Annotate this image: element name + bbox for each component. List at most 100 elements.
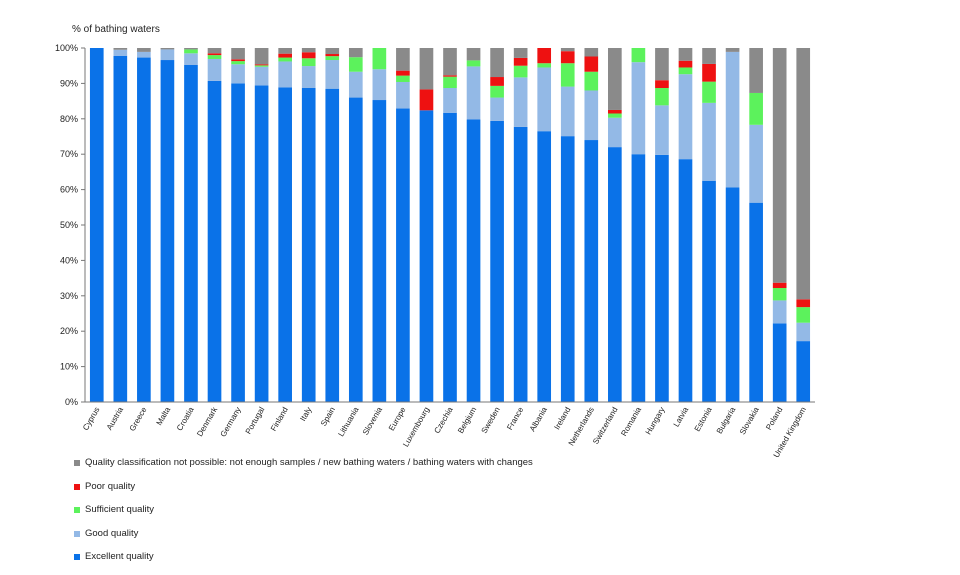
bar-segment [301,48,316,53]
bar-segment [443,75,457,77]
legend: Quality classification not possible: not… [74,457,533,575]
bar-segment [702,63,716,82]
y-tick-label: 70% [60,149,78,159]
y-tick-label: 50% [60,220,78,230]
bar-segment [396,75,410,82]
legend-item-not-classified: Quality classification not possible: not… [74,457,533,481]
bar-segment [466,119,481,403]
bar-segment [655,80,669,89]
bar-segment [325,56,340,61]
bar-segment [678,74,693,160]
bar-segment [301,66,316,89]
x-tick-label: Austria [105,405,126,432]
y-tick-label: 80% [60,114,78,124]
bar-segment [443,88,457,113]
bar-segment [584,71,599,91]
x-tick-label: France [505,405,526,432]
bar-segment [278,57,292,62]
x-tick-label: Malta [155,405,173,427]
bar-segment [160,60,175,402]
bar-segment [160,48,175,50]
bar-segment [537,67,552,132]
x-tick-label: Portugal [244,405,267,435]
x-tick-label: Latvia [672,405,691,428]
bar-segment [325,54,340,57]
bar-segment [796,299,811,308]
bar-segment [137,57,151,403]
legend-label: Excellent quality [85,551,154,562]
bar-segment [513,65,528,78]
bar-segment [348,71,363,98]
x-tick-label: Greece [128,405,149,433]
bar-segment [725,48,740,52]
bar-segment [466,66,481,120]
x-tick-label: Bulgaria [715,405,738,435]
bar-segment [231,64,245,84]
bar-segment [584,140,599,403]
bar-segment [254,85,269,403]
bar-segment [396,70,410,76]
legend-swatch [74,530,80,537]
bar-segment [325,60,340,89]
bar-segment [254,64,269,66]
bar-segment [160,49,175,61]
bar-segment [513,77,528,127]
legend-label: Poor quality [85,480,136,492]
bar-segment [796,322,811,342]
bar-segment [490,97,504,121]
y-tick-label: 10% [60,362,78,372]
legend-item-poor: Poor quality [74,481,533,505]
bar-segment [772,300,787,324]
legend-swatch [74,554,80,560]
bar-segment [278,87,292,402]
bar-segment [702,180,716,402]
x-tick-label: Lithuania [337,405,361,438]
bar-segment [207,48,222,54]
bar-segment [113,49,128,56]
bar-segment [584,48,599,57]
legend-swatch [74,483,80,490]
y-axis: 0% 10% 20% 30% 40% 50% 60% 70% 80% 90% 100% [55,43,85,407]
bar-segment [231,83,245,403]
x-tick-label: Denmark [195,405,220,438]
bar-segment [348,48,363,58]
x-tick-label: Finland [269,406,290,433]
legend-swatch [74,507,80,513]
bar-segment [443,48,457,76]
bar-segment [608,113,622,118]
bars [89,48,811,403]
x-tick-label: Europe [387,405,408,432]
x-tick-label: Poland [764,406,784,432]
x-tick-label: Hungary [644,406,667,437]
bar-segment [372,69,387,101]
bar-segment [772,323,787,402]
bar-segment [113,48,128,50]
bar-segment [678,48,693,61]
y-tick-label: 60% [60,185,78,195]
bar-segment [678,60,693,68]
bar-segment [702,48,716,64]
x-tick-label: Spain [319,406,337,428]
bar-segment [560,136,575,402]
x-tick-label: Albania [528,405,549,433]
bar-segment [513,57,528,66]
x-axis-labels: Cyprus Austria Greece Malta Croatia Denmark Ge… [81,405,808,460]
bar-segment [301,88,316,402]
bar-segment [207,55,222,59]
bar-segment [325,48,340,55]
bar-segment [207,58,222,81]
bar-segment [702,81,716,103]
bar-segment [749,92,763,125]
x-tick-label: Estonia [693,405,714,433]
bar-segment [560,86,575,137]
x-tick-label: Croatia [175,405,196,432]
legend-swatch [74,460,80,466]
bar-segment [419,48,434,90]
bar-segment [231,59,245,62]
bar-segment [278,61,292,88]
bar-segment [348,97,363,402]
bar-segment [278,48,292,54]
bar-segment [678,159,693,402]
bar-segment [137,48,151,52]
